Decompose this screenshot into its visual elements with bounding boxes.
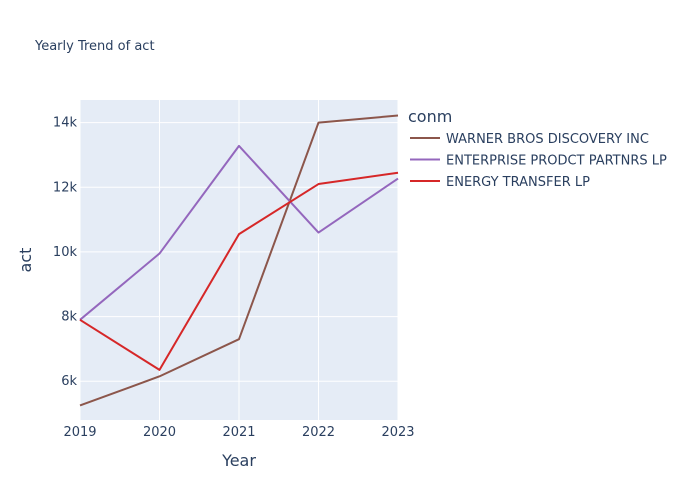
y-tick-label: 14k — [53, 116, 78, 131]
chart-title: Yearly Trend of act — [34, 39, 155, 54]
x-tick-label: 2022 — [302, 425, 335, 440]
series-lines — [79, 114, 399, 407]
y-axis-ticks: 6k 8k 10k 12k 14k — [53, 116, 78, 390]
y-tick-label: 10k — [53, 245, 78, 260]
series-line — [79, 171, 399, 371]
series-line — [79, 144, 399, 321]
gridlines — [79, 100, 399, 420]
series-line — [79, 114, 399, 407]
x-axis-ticks: 2019 2020 2021 2022 2023 — [63, 425, 414, 440]
x-tick-label: 2023 — [381, 425, 414, 440]
y-axis-title: act — [16, 248, 35, 273]
x-tick-label: 2019 — [63, 425, 96, 440]
legend-item-label: ENERGY TRANSFER LP — [446, 175, 590, 190]
x-tick-label: 2021 — [222, 425, 255, 440]
x-tick-label: 2020 — [143, 425, 176, 440]
legend: conm WARNER BROS DISCOVERY INC ENTERPRISE… — [408, 107, 667, 190]
y-tick-label: 12k — [53, 180, 78, 195]
y-tick-label: 6k — [61, 374, 77, 389]
x-axis-title: Year — [221, 451, 256, 470]
legend-item-label: ENTERPRISE PRODCT PARTNRS LP — [446, 154, 667, 169]
legend-item-label: WARNER BROS DISCOVERY INC — [446, 132, 649, 147]
y-tick-label: 8k — [61, 310, 77, 325]
legend-title: conm — [408, 107, 452, 126]
